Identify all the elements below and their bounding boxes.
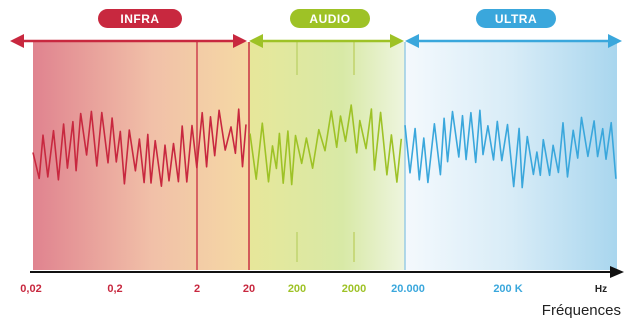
infra-range-arrow [10,34,247,48]
tick-label-6: 20.000 [391,283,425,295]
tick-label-5: 2000 [342,283,366,295]
tick-label-4: 200 [288,283,306,295]
tick-label-0: 0,02 [20,283,41,295]
infra-waveform [32,108,247,187]
infra-label: INFRA [120,12,159,26]
audio-label: AUDIO [309,12,350,26]
unit-label: Hz [595,284,607,295]
audio-waveform [249,104,403,186]
tick-label-2: 2 [194,283,200,295]
axis-arrowhead [610,266,624,278]
tick-label-3: 20 [243,283,255,295]
tick-label-7: 200 K [493,283,522,295]
audio-band-region [249,42,405,270]
ultra-label-pill: ULTRA [476,9,556,28]
infra-label-pill: INFRA [98,9,182,28]
tick-label-1: 0,2 [107,283,122,295]
decade-dividers [196,42,406,270]
frequency-axis [30,266,624,278]
audio-label-pill: AUDIO [290,9,370,28]
ultra-label: ULTRA [495,12,537,26]
ultra-waveform [404,109,617,189]
audio-range-arrow [249,34,404,48]
ultra-range-arrow [405,34,622,48]
axis-title: Fréquences [542,302,621,319]
